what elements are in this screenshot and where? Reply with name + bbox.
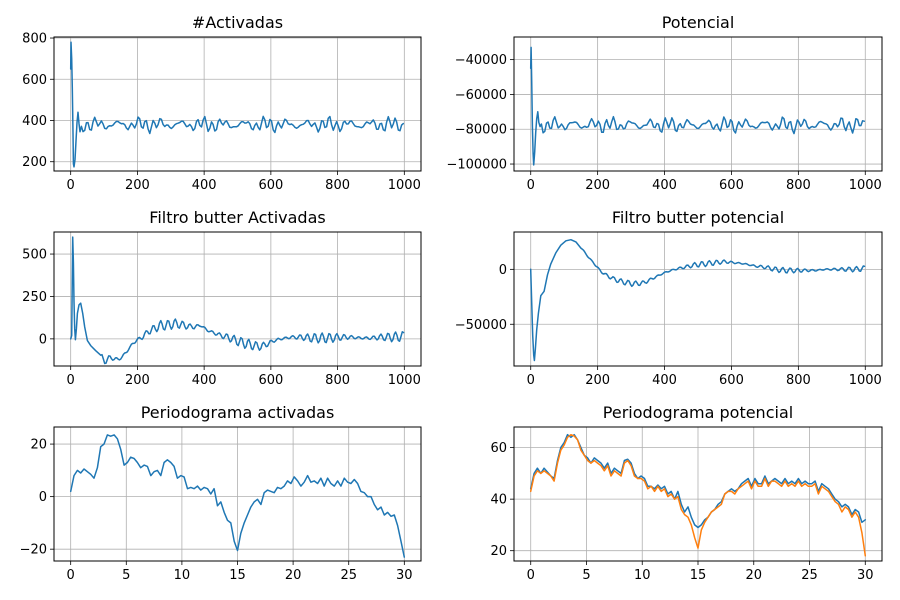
x-tick-label: 800 [325,373,350,388]
x-tick-label: 400 [192,178,217,193]
series-line-1 [529,433,867,529]
y-tick-label: 20 [30,438,47,453]
x-tick-label: 10 [174,568,191,583]
y-tick-label: −100000 [446,158,507,173]
x-tick-label: 400 [652,373,677,388]
x-tick-label: 5 [582,568,590,583]
subplot-title: Periodograma potencial [603,403,793,422]
series-line-1 [529,238,866,362]
x-tick-label: 800 [325,178,350,193]
y-tick-label: −20 [20,543,47,558]
y-tick-label: 500 [22,248,47,263]
subplot-1: #Activadas 0 200 400 600 800 1000 200 400 600 800 [22,13,422,193]
y-tick-label: 0 [39,332,47,347]
x-tick-label: 0 [527,568,535,583]
x-tick-label: 25 [340,568,357,583]
subplot-title: Filtro butter Activadas [149,208,325,227]
series-line-1 [69,41,405,168]
x-tick-label: 25 [801,568,818,583]
x-tick-label: 600 [258,178,283,193]
axes-frame [513,426,883,562]
subplot-title: #Activadas [192,13,283,32]
y-tick-label: 800 [22,32,47,47]
axes-frame [53,231,422,367]
y-tick-label: 40 [490,493,507,508]
subplot-title: Potencial [662,13,735,32]
x-tick-label: 800 [786,178,811,193]
x-tick-label: 0 [67,568,75,583]
x-tick-label: 15 [690,568,707,583]
x-tick-label: 400 [652,178,677,193]
x-tick-label: 800 [786,373,811,388]
x-tick-label: 1000 [849,178,882,193]
axes-frame [53,426,422,562]
y-tick-label: −80000 [455,123,507,138]
x-tick-label: 0 [527,178,535,193]
x-tick-label: 0 [527,373,535,388]
subplot-3: Filtro butter Activadas 0 200 400 600 800 1000… [22,208,422,388]
y-tick-label: 20 [490,544,507,559]
y-tick-label: 600 [22,73,47,88]
y-tick-label: −60000 [455,88,507,103]
subplot-2: Potencial 0 200 400 600 800 1000 −100000 −80000 −… [446,13,883,193]
y-tick-label: −40000 [455,53,507,68]
x-tick-label: 20 [285,568,302,583]
x-tick-label: 200 [125,178,150,193]
x-tick-label: 600 [719,178,744,193]
x-tick-label: 200 [585,373,610,388]
subplot-title: Periodograma activadas [141,403,335,422]
x-tick-label: 20 [745,568,762,583]
x-tick-label: 1000 [849,373,882,388]
subplot-title: Filtro butter potencial [612,208,784,227]
subplot-5: Periodograma activadas 0 5 10 15 20 25 30 −20 0 20 [20,403,422,583]
axes-frame [513,231,883,367]
subplot-6: Periodograma potencial 0 5 10 15 20 25 30 20 40 60 [490,403,883,583]
x-tick-label: 200 [125,373,150,388]
axes-frame [53,36,422,172]
x-tick-label: 200 [585,178,610,193]
x-tick-label: 400 [192,373,217,388]
series-line-2 [529,433,867,557]
x-tick-label: 1000 [388,178,421,193]
y-tick-label: 250 [22,290,47,305]
y-tick-label: 60 [490,441,507,456]
x-tick-label: 15 [229,568,246,583]
y-tick-label: 0 [499,263,507,278]
y-tick-label: 400 [22,114,47,129]
series-line-1 [529,46,866,166]
series-line-1 [69,434,406,558]
x-tick-label: 5 [122,568,130,583]
series-line-1 [69,236,405,365]
y-tick-label: 200 [22,155,47,170]
x-tick-label: 0 [67,373,75,388]
x-tick-label: 1000 [388,373,421,388]
x-tick-label: 0 [67,178,75,193]
y-tick-label: −50000 [455,318,507,333]
y-tick-label: 0 [39,490,47,505]
axes-frame [513,36,883,172]
x-tick-label: 30 [857,568,874,583]
x-tick-label: 600 [258,373,283,388]
x-tick-label: 30 [396,568,413,583]
x-tick-label: 600 [719,373,744,388]
subplot-4: Filtro butter potencial 0 200 400 600 800 1000… [455,208,883,388]
x-tick-label: 10 [634,568,651,583]
